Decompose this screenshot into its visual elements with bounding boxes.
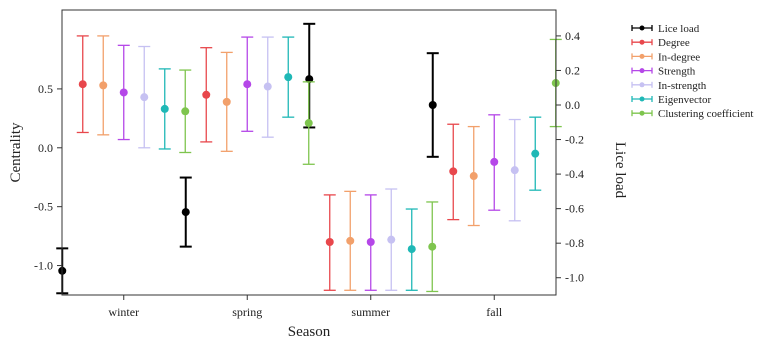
legend-marker	[639, 68, 645, 74]
data-point	[531, 149, 540, 158]
data-point	[181, 208, 190, 217]
legend-marker	[639, 82, 645, 88]
legend-label: In-degree	[658, 51, 700, 63]
data-point	[140, 93, 149, 102]
data-point	[449, 167, 458, 176]
legend-entry: Lice load	[631, 23, 700, 35]
data-point	[181, 107, 190, 116]
legend-marker	[639, 96, 645, 102]
errorbar-lice-load	[426, 52, 439, 158]
data-point	[366, 238, 375, 247]
x-tick-label: summer	[351, 305, 390, 319]
data-point	[407, 245, 416, 254]
errorbar-in-degree	[220, 51, 233, 152]
errorbar-in-degree	[97, 35, 110, 136]
data-point	[469, 172, 478, 181]
legend-label: Clustering coefficient	[658, 108, 753, 120]
errorbar-in-strength	[508, 118, 521, 222]
data-point	[428, 101, 437, 109]
x-tick-label: fall	[486, 305, 503, 319]
data-point	[119, 88, 128, 97]
errorbar-degree	[76, 35, 89, 134]
y2-axis-title: Lice load	[612, 142, 628, 199]
data-point	[304, 119, 313, 128]
errorbar-eigenvector	[405, 208, 418, 291]
plot-frame	[61, 9, 557, 296]
errorbar-strength	[117, 44, 130, 141]
errorbar-in-strength	[261, 36, 274, 138]
data-point	[202, 90, 211, 99]
data-point	[243, 80, 252, 89]
axes: -1.0 -0.5 0.0 0.5 -1.0 -0.8 -0.6 -0.4 -0.2 0.0 0.2…	[34, 9, 584, 319]
data-point	[222, 97, 231, 106]
y2-tick-label: -0.6	[565, 202, 584, 216]
data-point	[99, 81, 108, 90]
y2-tick-label: -0.4	[565, 167, 584, 181]
errorbar-clustering-coefficient	[302, 81, 315, 165]
errorbar-eigenvector	[529, 116, 542, 191]
plot-area	[56, 22, 562, 295]
legend-entry: Clustering coefficient	[631, 108, 753, 120]
data-point	[263, 82, 272, 91]
legend-entry: Eigenvector	[631, 94, 711, 106]
errorbar-clustering-coefficient	[426, 201, 439, 293]
errorbar-in-degree	[344, 190, 357, 291]
legend-entry: Strength	[631, 66, 696, 78]
errorbar-clustering-coefficient	[179, 69, 192, 154]
legend-marker	[639, 25, 645, 31]
errorbar-lice-load	[179, 176, 192, 248]
y-tick-label: -1.0	[34, 259, 53, 273]
legend-entry: In-strength	[631, 80, 707, 92]
legend-entry: Degree	[631, 37, 690, 49]
legend-label: Strength	[658, 66, 696, 78]
legend-label: Lice load	[658, 23, 700, 35]
legend-label: Eigenvector	[658, 94, 711, 106]
x-tick-label: winter	[108, 305, 139, 319]
errorbar-degree	[447, 123, 460, 221]
y2-tick-label: -1.0	[565, 271, 584, 285]
x-tick-label: spring	[232, 305, 262, 319]
data-point	[78, 80, 87, 89]
errorbar-in-strength	[138, 45, 151, 149]
y-tick-label: 0.5	[38, 82, 53, 96]
legend-marker	[639, 53, 645, 59]
x-axis-title: Season	[288, 324, 331, 340]
errorbar-strength	[488, 114, 501, 211]
y2-tick-label: 0.2	[565, 63, 580, 77]
errorbar-strength	[241, 36, 254, 132]
errorbar-strength	[364, 194, 377, 291]
legend-entry: In-degree	[631, 51, 700, 63]
data-point	[160, 104, 169, 113]
errorbar-eigenvector	[282, 36, 295, 118]
data-point	[305, 75, 314, 84]
errorbar-in-strength	[385, 188, 398, 291]
errorbar-degree	[200, 47, 213, 143]
legend-label: Degree	[658, 37, 690, 49]
legend-marker	[639, 39, 645, 45]
y2-tick-label: 0.0	[565, 98, 580, 112]
legend-label: In-strength	[658, 80, 707, 92]
errorbar-in-degree	[467, 125, 480, 227]
data-point	[490, 157, 499, 166]
y2-tick-label: -0.2	[565, 133, 584, 147]
errorbar-eigenvector	[158, 68, 171, 150]
legend: Lice load Degree In-degree Strength In-stren…	[631, 23, 753, 120]
data-point	[284, 73, 293, 82]
legend-marker	[639, 110, 645, 116]
y-tick-label: 0.0	[38, 141, 53, 155]
y-axis-title: Centrality	[8, 122, 24, 182]
y2-tick-label: -0.8	[565, 236, 584, 250]
y-tick-label: -0.5	[34, 200, 53, 214]
data-point	[346, 236, 355, 245]
errorbar-degree	[323, 194, 336, 291]
y2-tick-label: 0.4	[565, 29, 580, 43]
data-point	[387, 235, 396, 244]
data-point	[510, 166, 519, 175]
data-point	[325, 238, 334, 247]
data-point	[428, 242, 437, 251]
